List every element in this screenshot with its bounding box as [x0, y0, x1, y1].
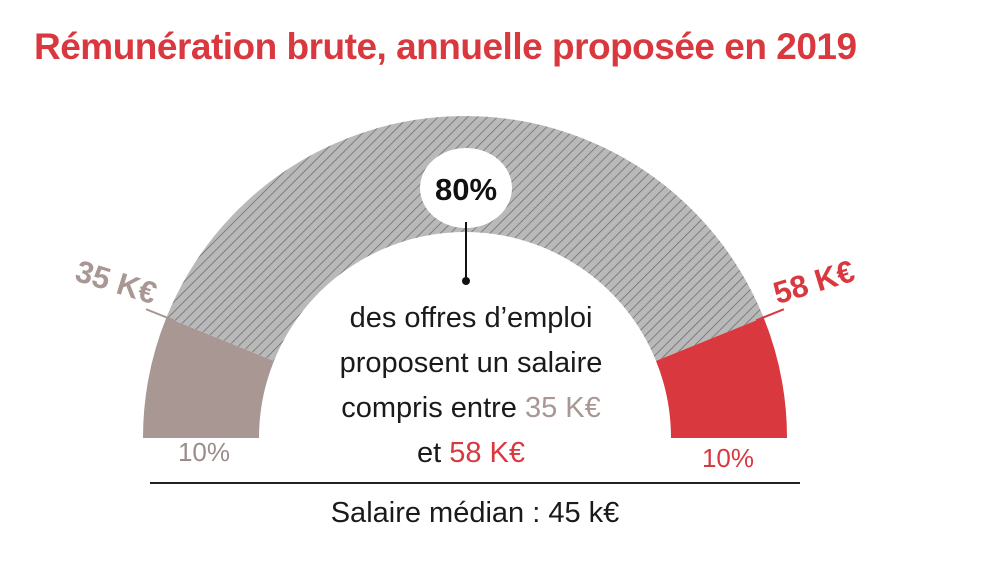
segment-low-label: 10% [178, 437, 230, 467]
chart-title: Rémunération brute, annuelle proposée en… [34, 26, 857, 67]
description-line-4: et 58 K€ [296, 431, 646, 476]
description-line-4-prefix: et [416, 437, 450, 469]
description-low-value: 35 K€ [524, 392, 601, 424]
segment-low [143, 317, 275, 438]
median-salary-label: Salaire médian : 45 k€ [330, 497, 620, 529]
center-bubble [420, 148, 512, 228]
threshold-label-2: 58 K€ [769, 253, 858, 311]
segment-high [655, 317, 787, 438]
description-line-1: des offres d’emploi [349, 302, 593, 334]
description-high-value: 58 K€ [449, 437, 526, 469]
threshold-tick-1 [145, 308, 175, 322]
center-percentage-label: 80% [435, 172, 497, 207]
description-text: des offres d’emploi proposent un salaire… [296, 296, 646, 476]
segment-middle [166, 116, 764, 361]
threshold-label-1: 35 K€ [71, 253, 160, 311]
description-line-3-prefix: compris entre [341, 392, 525, 424]
baseline-rule [150, 482, 800, 484]
description-line-2: proposent un salaire [339, 347, 603, 379]
description-line-3: compris entre 35 K€ [296, 386, 646, 431]
segment-high-label: 10% [702, 443, 754, 473]
threshold-tick-2 [755, 308, 785, 322]
pointer-dot [462, 277, 470, 285]
